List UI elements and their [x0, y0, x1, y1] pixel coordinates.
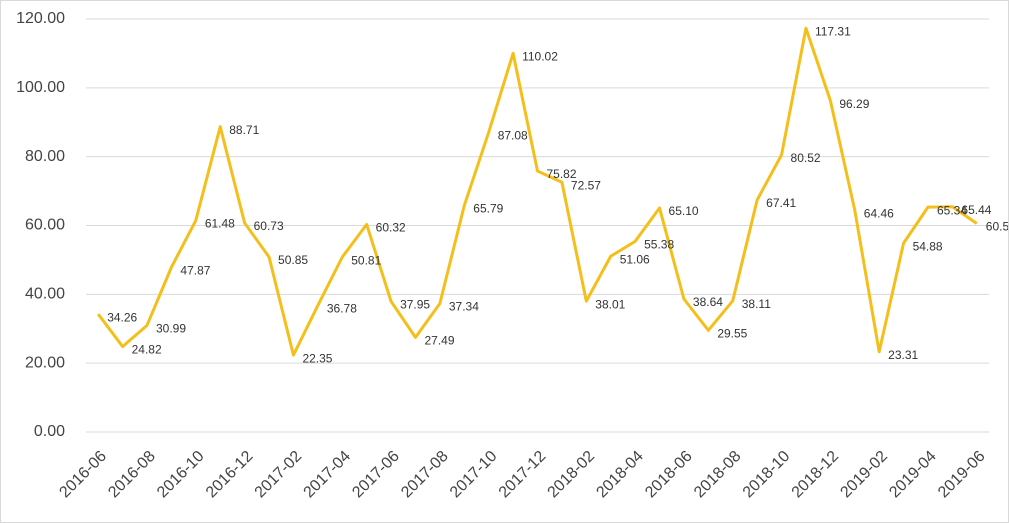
x-tick-label: 2017-04 [301, 448, 355, 502]
data-label: 27.49 [424, 334, 454, 348]
data-label: 61.48 [205, 217, 235, 231]
x-tick-label: 2016-08 [105, 448, 159, 502]
x-tick-label: 2018-06 [642, 448, 696, 502]
data-label: 47.87 [180, 263, 210, 277]
data-label: 37.95 [400, 298, 430, 312]
data-label: 54.88 [913, 239, 943, 253]
data-label: 65.10 [669, 204, 699, 218]
x-tick-label: 2016-06 [56, 448, 110, 502]
data-label: 51.06 [620, 252, 650, 266]
y-tick-label: 20.00 [25, 354, 65, 371]
data-label: 75.82 [547, 167, 577, 181]
data-label: 38.11 [742, 297, 771, 311]
data-label: 50.85 [278, 253, 308, 267]
data-label: 60.59 [986, 220, 1009, 234]
x-tick-label: 2018-02 [545, 448, 599, 502]
x-tick-label: 2017-02 [252, 448, 306, 502]
x-tick-label: 2017-06 [349, 448, 403, 502]
x-tick-label: 2018-12 [789, 448, 843, 502]
x-tick-label: 2018-08 [691, 448, 745, 502]
data-label: 55.38 [644, 238, 674, 252]
y-tick-label: 80.00 [25, 148, 65, 165]
line [97, 26, 978, 357]
data-label: 50.81 [351, 253, 381, 267]
data-label: 110.02 [522, 50, 558, 64]
y-tick-label: 100.00 [16, 79, 65, 96]
x-tick-label: 2017-08 [398, 448, 452, 502]
data-label: 36.78 [327, 302, 357, 316]
data-label: 24.82 [132, 343, 162, 357]
x-tick-label: 2019-02 [837, 448, 891, 502]
data-label: 88.71 [229, 123, 259, 137]
x-tick-label: 2019-04 [886, 448, 940, 502]
data-label: 37.34 [449, 300, 479, 314]
data-label: 38.64 [693, 295, 723, 309]
data-label: 34.26 [107, 310, 137, 324]
x-tick-label: 2016-12 [203, 448, 257, 502]
x-tick-label: 2018-10 [740, 448, 794, 502]
data-label: 67.41 [766, 196, 796, 210]
x-tick-label: 2017-12 [496, 448, 550, 502]
x-tick-label: 2016-10 [154, 448, 208, 502]
data-label: 80.52 [791, 151, 821, 165]
data-label: 65.44 [961, 203, 991, 217]
y-tick-label: 40.00 [25, 286, 65, 303]
data-label: 60.73 [254, 219, 284, 233]
x-tick-label: 2019-06 [935, 448, 989, 502]
x-tick-label: 2018-04 [593, 448, 647, 502]
data-label: 30.99 [156, 322, 186, 336]
y-tick-label: 0.00 [34, 423, 65, 440]
data-label: 60.32 [376, 221, 406, 235]
data-label: 72.57 [571, 178, 601, 192]
x-tick-label: 2017-10 [447, 448, 501, 502]
data-label: 29.55 [717, 326, 747, 340]
data-label: 96.29 [839, 97, 869, 111]
y-tick-label: 60.00 [25, 217, 65, 234]
data-label: 22.35 [302, 351, 332, 365]
data-label: 117.31 [815, 24, 851, 38]
data-label: 65.79 [473, 202, 503, 216]
data-label: 65.34 [937, 203, 967, 217]
data-label: 64.46 [864, 206, 894, 220]
y-tick-label: 120.00 [16, 10, 65, 27]
data-label: 38.01 [595, 297, 625, 311]
data-label: 87.08 [498, 128, 528, 142]
data-label: 23.31 [888, 348, 918, 362]
